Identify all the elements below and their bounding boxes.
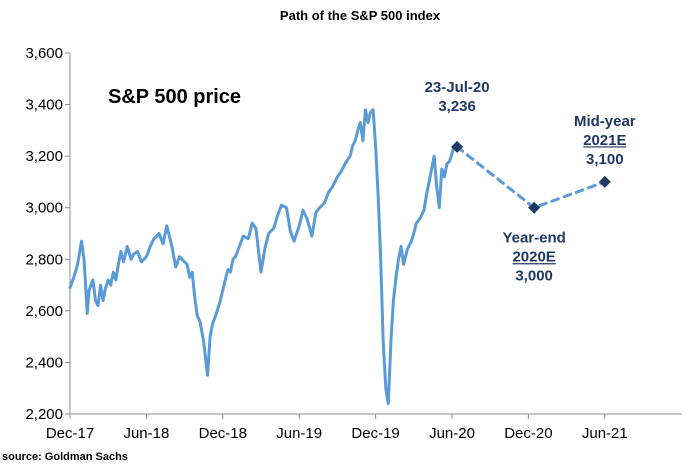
x-tick-label: Jun-19 (276, 425, 322, 442)
inset-title: S&P 500 price (108, 86, 241, 108)
chart-title: Path of the S&P 500 index (280, 8, 441, 23)
marker-annotation-line: Mid-year (574, 113, 636, 130)
y-tick-label: 2,200 (25, 406, 63, 423)
y-tick-label: 3,600 (25, 45, 63, 62)
x-tick-label: Dec-17 (46, 425, 94, 442)
x-tick-label: Jun-20 (429, 425, 475, 442)
x-tick-label: Dec-19 (351, 425, 399, 442)
forecast-marker (451, 140, 464, 153)
x-tick-label: Jun-21 (582, 425, 628, 442)
forecast-marker (528, 201, 541, 214)
forecast-markers (451, 140, 611, 214)
marker-annotation-line: 23-Jul-20 (425, 79, 490, 96)
y-axis-ticks: 2,200 2,400 2,600 2,800 3,000 3,200 3,400 3,600 (25, 45, 70, 423)
x-axis-ticks: Dec-17 Jun-18 Dec-18 Jun-19 Dec-19 Jun-20 Dec-… (46, 414, 628, 442)
sp500-forecast-line (455, 145, 607, 210)
y-tick-label: 3,000 (25, 200, 63, 217)
plot-area: 2,200 2,400 2,600 2,800 3,000 3,200 3,400 3,600… (25, 45, 682, 442)
y-tick-label: 2,600 (25, 303, 63, 320)
forecast-marker (598, 175, 611, 188)
x-tick-label: Dec-20 (504, 425, 552, 442)
marker-annotation-line: 3,000 (515, 268, 553, 285)
y-tick-label: 3,200 (25, 148, 63, 165)
x-tick-label: Dec-18 (199, 425, 247, 442)
source-note: source: Goldman Sachs (2, 451, 128, 463)
x-tick-label: Jun-18 (123, 425, 169, 442)
marker-annotation-line: Year-end (502, 230, 565, 247)
marker-annotation-line: 3,236 (438, 98, 476, 115)
marker-annotation-line: 3,100 (586, 151, 624, 168)
marker-annotation-line: 2020E (512, 249, 555, 266)
y-tick-label: 2,400 (25, 354, 63, 371)
y-tick-label: 3,400 (25, 97, 63, 114)
y-tick-label: 2,800 (25, 251, 63, 268)
sp500-price-line (68, 108, 459, 406)
marker-annotations: 23-Jul-20 3,236 Year-end 2020E 3,000 Mid-year… (425, 79, 636, 285)
marker-annotation-line: 2021E (583, 132, 626, 149)
